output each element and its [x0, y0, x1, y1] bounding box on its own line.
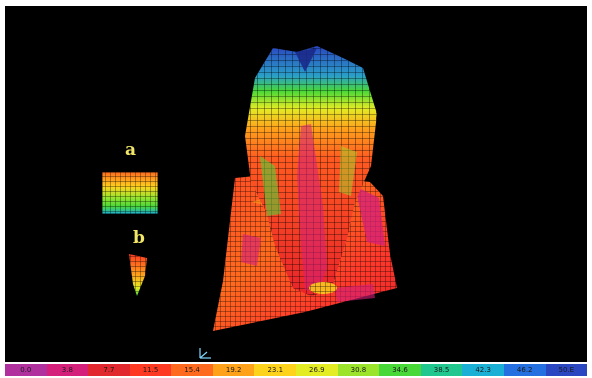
legend-segment: 30.8	[337, 364, 380, 376]
legend-segment: 19.2	[212, 364, 255, 376]
label-b: b	[133, 228, 145, 248]
legend-segment: 38.5	[420, 364, 463, 376]
legend-segment: 46.2	[503, 364, 546, 376]
tooth-model	[213, 46, 397, 331]
legend-segment: 42.3	[462, 364, 504, 376]
axis-triad-icon	[199, 348, 211, 359]
legend-segment: 26.9	[296, 364, 338, 376]
fem-model-canvas	[101, 46, 397, 359]
specimen-a	[101, 171, 159, 215]
legend-segment: 3.8	[46, 364, 89, 376]
label-a: a	[125, 140, 137, 160]
legend-segment: 7.7	[88, 364, 130, 376]
legend-segment: 15.4	[171, 364, 213, 376]
stress-color-legend: 0.0 3.8 7.7 11.5 15.4 19.2 23.1 26.9 30.8 34.6 38.…	[5, 364, 587, 376]
specimen-b	[129, 254, 147, 296]
legend-segment: 11.5	[129, 364, 172, 376]
fem-viewport: a b	[5, 6, 587, 362]
legend-segment: 23.1	[254, 364, 297, 376]
legend-segment: 0.0	[5, 364, 47, 376]
legend-segment: 34.6	[379, 364, 421, 376]
legend-segment: 50.E	[545, 364, 587, 376]
